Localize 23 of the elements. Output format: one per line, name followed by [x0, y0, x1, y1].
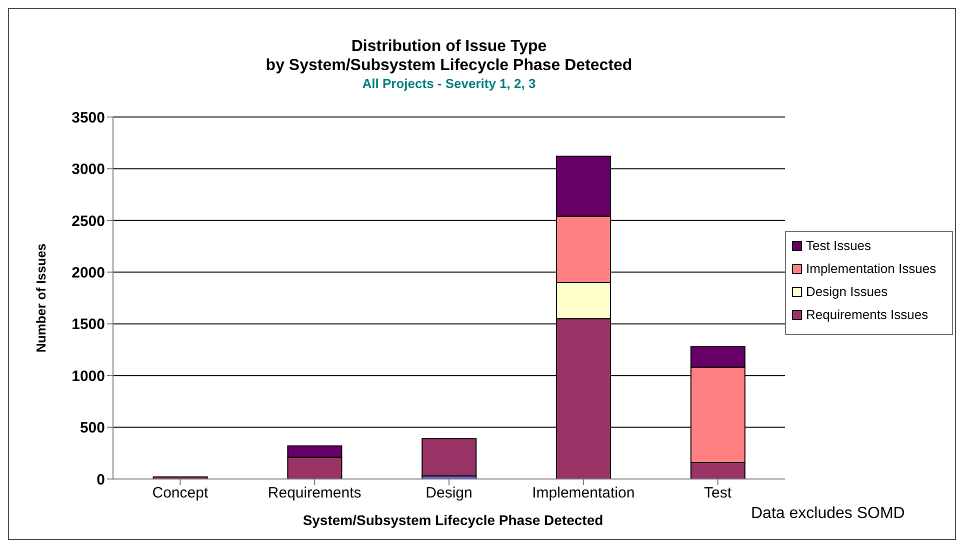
legend-label: Design Issues: [806, 284, 888, 299]
legend-label: Test Issues: [806, 238, 872, 253]
x-axis-title: System/Subsystem Lifecycle Phase Detected: [302, 512, 604, 528]
x-tick-label: Concept: [152, 484, 209, 502]
chart-title: Distribution of Issue Type by System/Subsystem Lifecycle Phase Detected: [264, 37, 634, 75]
y-tick-label: 1500: [72, 316, 105, 334]
y-tick-label: 3000: [72, 161, 105, 178]
y-axis-title: Number of Issues: [34, 243, 49, 353]
text: Data excludes SOMD: [751, 505, 905, 523]
y-tick-label: 2000: [72, 264, 105, 282]
x-tick-label: Requirements: [268, 484, 362, 502]
x-tick-label: Test: [704, 484, 732, 502]
legend-label: Implementation Issues: [806, 261, 936, 276]
y-tick-label: 1000: [72, 368, 105, 385]
y-tick-label: 2500: [72, 212, 105, 230]
y-tick-label: 3500: [72, 109, 105, 126]
bar: [422, 438, 477, 476]
y-tick-label: 500: [80, 420, 105, 437]
x-tick-label: Design: [426, 484, 472, 502]
chart-subtitle: All Projects - Severity 1, 2, 3: [361, 75, 537, 92]
x-tick-label: Implementation: [532, 484, 635, 502]
y-tick-label: 0: [96, 471, 105, 488]
legend-label: Requirements Issues: [806, 307, 928, 322]
